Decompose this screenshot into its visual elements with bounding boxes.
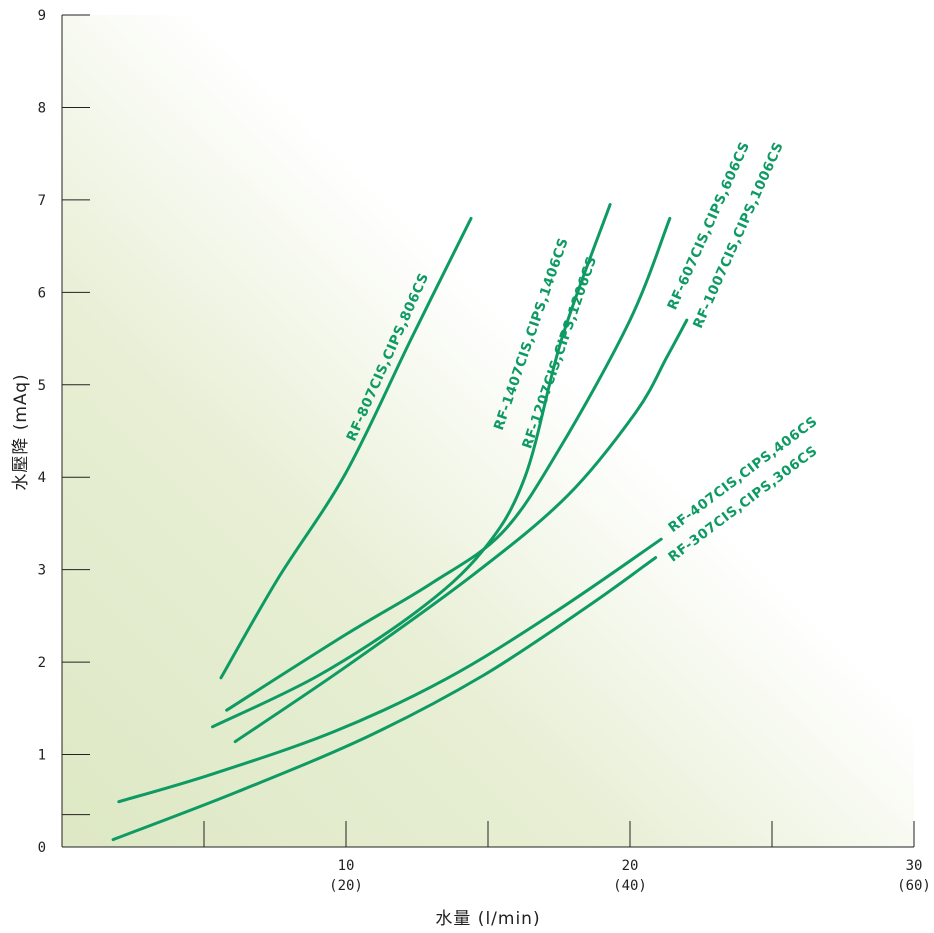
series-line [111,556,658,842]
y-tick-label: 0 [38,840,46,856]
x-tick-label: 20 [622,858,639,874]
series-line [233,318,689,744]
series-line [117,537,663,804]
y-tick-label: 7 [38,193,46,209]
x-tick-sublabel: (60) [897,878,931,894]
y-tick-label: 2 [38,655,46,671]
x-axis-title: 水量 (l/min) [435,909,540,929]
y-tick-label: 8 [38,100,46,116]
y-tick-label: 1 [38,748,46,764]
x-tick-sublabel: (20) [329,878,363,894]
y-tick-label: 3 [38,563,46,579]
y-axis-title: 水壓降 (mAq) [11,373,31,490]
plot-background [62,15,914,847]
y-tick-label: 9 [38,8,46,24]
y-tick-label: 6 [38,285,46,301]
x-tick-label: 10 [338,858,355,874]
x-tick-sublabel: (40) [613,878,647,894]
series-line [211,203,612,729]
series-line [219,216,473,680]
y-tick-label: 5 [38,378,46,394]
y-tick-label: 4 [38,470,46,486]
series-lines [111,203,689,842]
axes: 0 1 2 3 4 5 6 7 8 9 10 (20) 20 (40) 30 (60) [38,8,931,894]
x-tick-label: 30 [906,858,923,874]
series-line [225,216,672,712]
